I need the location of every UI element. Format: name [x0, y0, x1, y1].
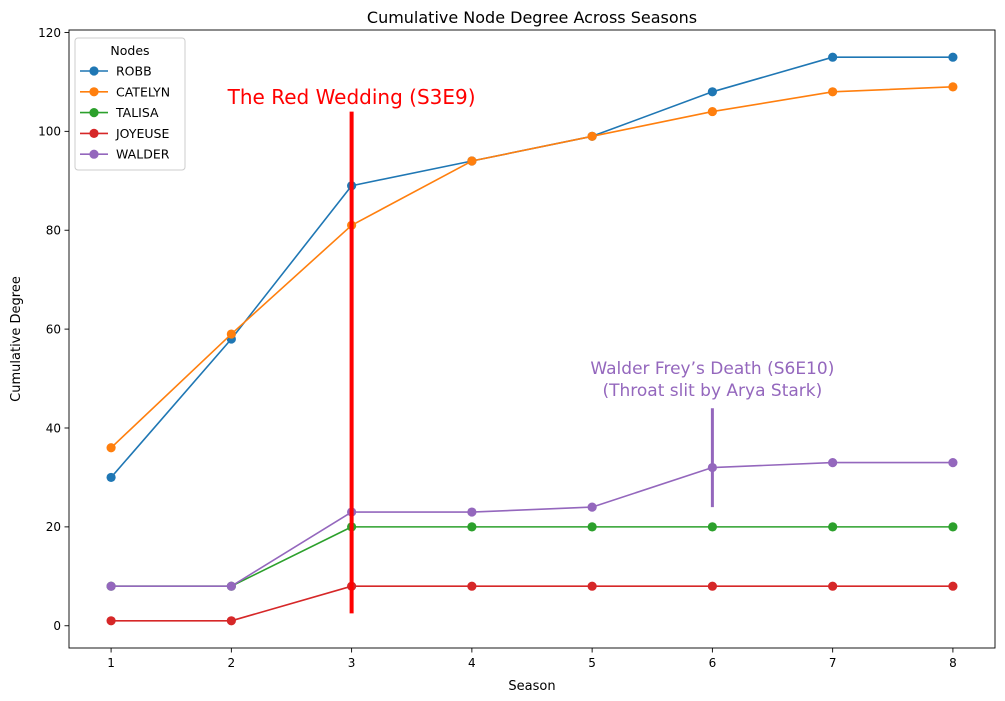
legend-swatch-marker: [89, 128, 99, 138]
data-point-joyeuse-4: [467, 581, 477, 591]
legend: Nodes ROBB CATELYN TALISA JOYEUSE WALDER: [74, 37, 186, 171]
x-tick-label-5: 5: [588, 656, 596, 670]
annotation-label-2-line-1: Walder Frey’s Death (S6E10): [590, 359, 834, 379]
x-tick-label-7: 7: [829, 656, 837, 670]
legend-item-joyeuse: JOYEUSE: [80, 126, 169, 141]
legend-items: ROBB CATELYN TALISA JOYEUSE WALDER: [80, 64, 170, 162]
y-tick-label-20: 20: [46, 520, 61, 534]
legend-item-talisa: TALISA: [80, 105, 159, 120]
data-point-robb-6: [707, 87, 717, 97]
x-tick-label-6: 6: [709, 656, 717, 670]
data-point-joyeuse-6: [707, 581, 717, 591]
y-axis-title: Cumulative Degree: [9, 276, 24, 402]
y-tick-label-40: 40: [46, 421, 61, 435]
y-tick-label-60: 60: [46, 322, 61, 336]
data-point-talisa-5: [587, 522, 597, 532]
legend-item-walder: WALDER: [80, 147, 170, 162]
series-line-walder: [111, 461, 953, 588]
series-line-joyeuse: [111, 585, 953, 622]
data-point-catelyn-2: [226, 329, 236, 339]
data-point-walder-4: [467, 507, 477, 517]
annotation-label-1-line-1: The Red Wedding (S3E9): [227, 85, 476, 109]
y-tick-label-80: 80: [46, 224, 61, 238]
legend-title: Nodes: [110, 43, 149, 58]
data-point-catelyn-1: [106, 443, 116, 453]
plot-frame: [68, 29, 996, 649]
data-point-catelyn-4: [467, 156, 477, 166]
data-point-joyeuse-7: [828, 581, 838, 591]
x-tick-label-1: 1: [107, 656, 115, 670]
legend-item-robb: ROBB: [80, 64, 152, 79]
series-line-robb: [110, 56, 953, 478]
y-tick-label-0: 0: [53, 619, 61, 633]
data-point-joyeuse-1: [106, 616, 116, 626]
data-point-catelyn-8: [948, 82, 958, 92]
x-tick-label-3: 3: [348, 656, 356, 670]
annotation-label-2-line-2: (Throat slit by Arya Stark): [603, 381, 823, 401]
data-point-robb-1: [106, 472, 116, 483]
data-point-catelyn-7: [828, 87, 838, 97]
data-point-talisa-8: [948, 522, 958, 532]
data-point-walder-2: [226, 581, 236, 591]
data-point-catelyn-5: [587, 131, 597, 141]
data-point-talisa-7: [828, 522, 838, 532]
data-point-walder-5: [587, 502, 597, 512]
x-tick-label-8: 8: [949, 656, 957, 670]
y-tick-label-100: 100: [38, 125, 61, 139]
data-point-walder-1: [106, 581, 116, 591]
data-point-robb-8: [948, 52, 958, 62]
data-point-walder-8: [948, 458, 958, 468]
legend-label: ROBB: [116, 64, 152, 79]
legend-label: JOYEUSE: [115, 126, 169, 141]
series-line-catelyn: [110, 86, 953, 449]
data-point-joyeuse-8: [948, 581, 958, 591]
data-point-walder-7: [828, 458, 838, 468]
legend-swatch-marker: [89, 66, 99, 76]
y-tick-label-120: 120: [38, 26, 61, 40]
legend-swatch-marker: [89, 87, 99, 97]
data-point-talisa-4: [467, 522, 477, 532]
data-point-robb-7: [828, 52, 838, 62]
legend-item-catelyn: CATELYN: [80, 84, 170, 99]
x-axis-title: Season: [508, 679, 555, 694]
data-point-talisa-6: [707, 522, 717, 532]
legend-label: TALISA: [115, 105, 159, 120]
legend-swatch-marker: [89, 149, 99, 159]
chart-title: Cumulative Node Degree Across Seasons: [367, 8, 697, 27]
x-tick-label-4: 4: [468, 656, 476, 670]
x-tick-label-2: 2: [228, 656, 236, 670]
data-point-joyeuse-2: [226, 616, 236, 626]
legend-label: WALDER: [116, 147, 170, 162]
series-line-talisa: [111, 526, 953, 588]
data-point-joyeuse-5: [587, 581, 597, 591]
legend-label: CATELYN: [116, 84, 170, 99]
legend-swatch-marker: [89, 108, 99, 118]
plot-area: The Red Wedding (S3E9) Walder Frey’s Deat…: [38, 26, 996, 670]
data-point-catelyn-6: [707, 106, 717, 117]
